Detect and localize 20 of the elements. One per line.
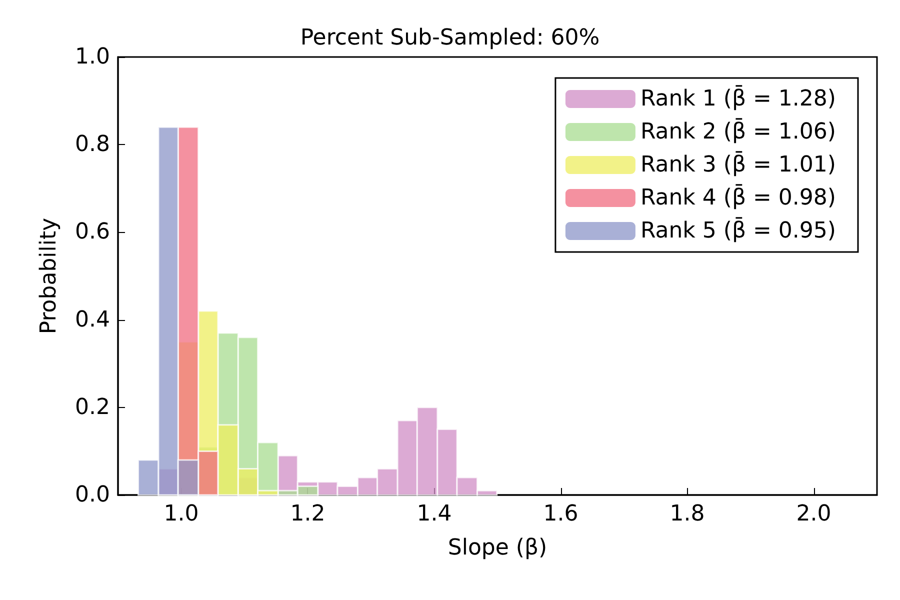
legend-label: Rank 5 (β̄ = 0.95) bbox=[640, 216, 836, 244]
x-tick-label: 1.4 bbox=[416, 502, 452, 526]
y-tick-label: 0.6 bbox=[75, 220, 110, 245]
legend-label: Rank 2 (β̄ = 1.06) bbox=[640, 117, 836, 144]
y-tick-label: 0.2 bbox=[75, 394, 110, 420]
y-axis-title: Probability bbox=[36, 218, 62, 334]
y-tick-label: 0.4 bbox=[75, 307, 110, 332]
x-tick-label: 2.0 bbox=[796, 502, 832, 526]
x-axis-title: Slope (β) bbox=[448, 536, 548, 560]
legend-label: Rank 4 (β̄ = 0.98) bbox=[640, 183, 836, 210]
x-tick-label: 1.0 bbox=[164, 502, 199, 526]
y-tick-label: 0.0 bbox=[75, 482, 110, 508]
chart-title: Percent Sub-Sampled: 60% bbox=[300, 26, 600, 50]
legend-label: Rank 3 (β̄ = 1.01) bbox=[640, 150, 836, 178]
x-tick-label: 1.6 bbox=[543, 502, 578, 526]
x-tick-label: 1.2 bbox=[290, 502, 326, 526]
legend-label: Rank 1 (β̄ = 1.28) bbox=[640, 84, 836, 112]
y-tick-label: 1.0 bbox=[75, 44, 110, 70]
x-tick-label: 1.8 bbox=[670, 502, 705, 526]
y-tick-label: 0.8 bbox=[75, 132, 110, 158]
